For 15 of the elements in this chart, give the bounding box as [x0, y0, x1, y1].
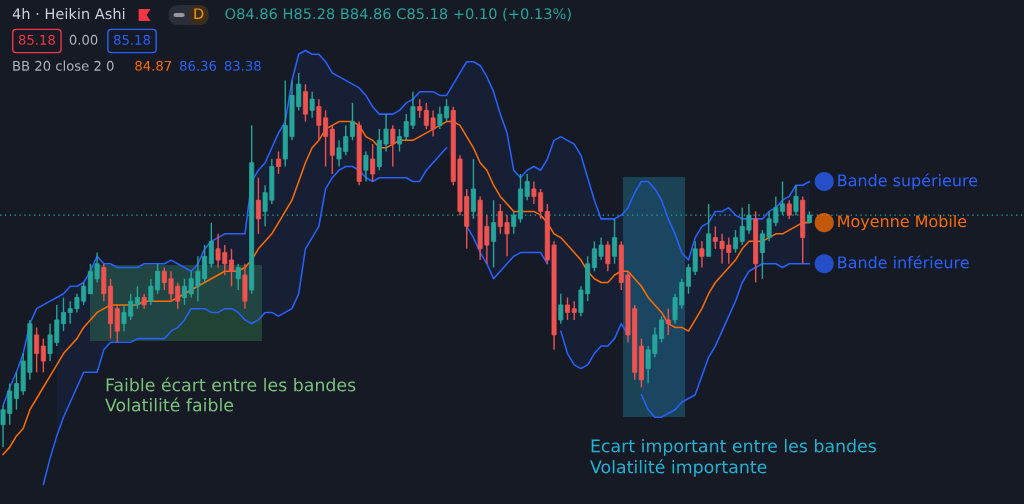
text: 83.38: [224, 60, 261, 71]
legend-label: Moyenne Mobile: [838, 214, 967, 231]
text: 84.87: [135, 60, 172, 71]
series-label: Bande inférieure: [838, 255, 969, 269]
text: O84.86 H85.28 B84.86 C85.18 +0.10 (+0.13%): [225, 7, 571, 21]
series-label: Bande supérieure: [838, 173, 978, 190]
text: BB 20 close 2 0: [13, 60, 114, 71]
annotation: Faible écart entre les bandes Volatilité faible: [105, 377, 356, 412]
annotation: Ecart important entre les bandes Volatilité importante: [590, 439, 876, 477]
chart-title: 4h · Heikin Ashi: [12, 7, 125, 20]
text: 86.36: [180, 60, 217, 71]
text: 85.18: [114, 34, 150, 45]
text: 85.18: [18, 34, 55, 45]
text: D: [194, 8, 204, 20]
text: 0.00: [69, 34, 98, 45]
